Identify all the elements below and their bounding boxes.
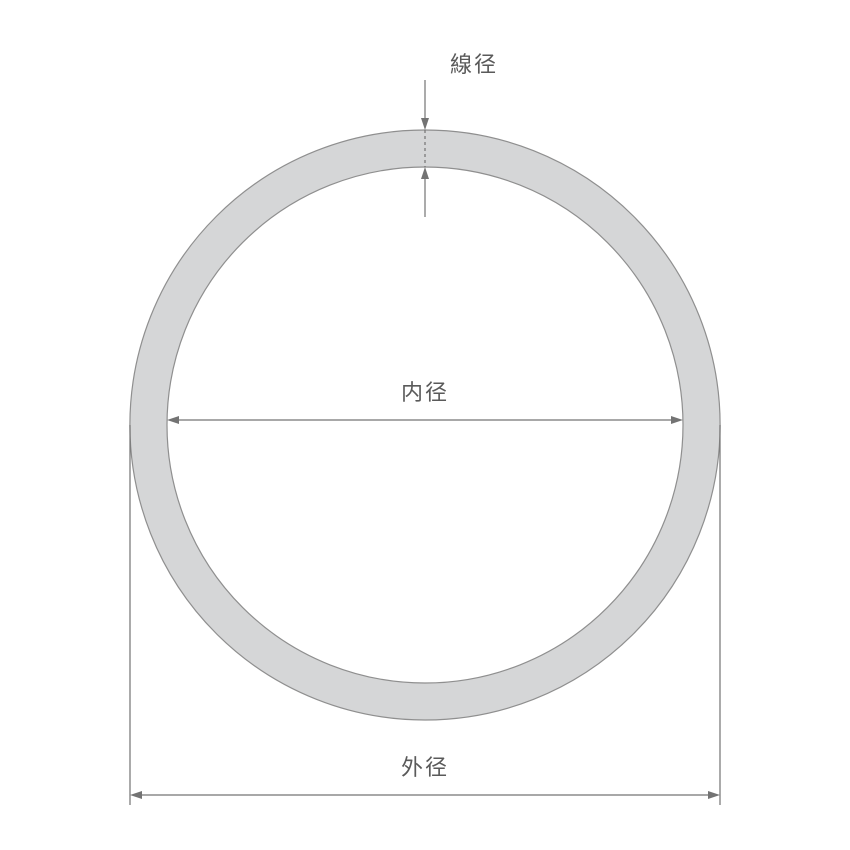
inner-diameter-label: 内径 bbox=[401, 380, 449, 405]
wire-diameter-label: 線径 bbox=[450, 52, 498, 77]
ring-diagram: 線径内径外径 bbox=[0, 0, 850, 850]
outer-diameter-label: 外径 bbox=[401, 755, 449, 780]
